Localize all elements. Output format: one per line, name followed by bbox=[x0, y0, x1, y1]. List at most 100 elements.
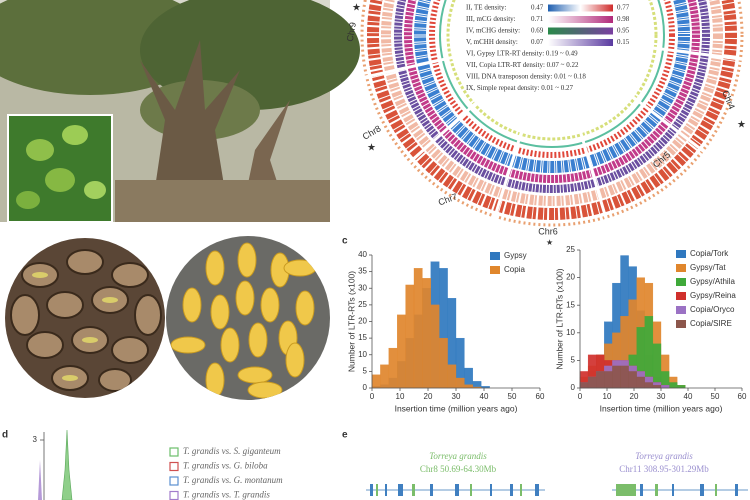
x-tick-label: 20 bbox=[630, 392, 639, 401]
y-tick-label: 35 bbox=[358, 267, 367, 276]
x-axis-label: Insertion time (million years ago) bbox=[600, 403, 723, 413]
legend-swatch bbox=[676, 306, 686, 314]
circos-plot bbox=[351, 0, 749, 233]
histogram-bar bbox=[644, 382, 654, 389]
x-tick-label: 0 bbox=[370, 392, 375, 401]
legend-swatch bbox=[676, 264, 686, 272]
legend-swatch bbox=[676, 250, 686, 258]
legend-label: T. grandis vs. G. montanum bbox=[183, 475, 283, 485]
legend-label: IV, mCHG density: bbox=[466, 27, 520, 35]
color-scale bbox=[548, 4, 613, 12]
histogram-bar bbox=[579, 382, 589, 389]
legend-swatch bbox=[676, 320, 686, 328]
legend-min: 0.07 bbox=[531, 38, 544, 46]
histogram-bar bbox=[422, 278, 431, 389]
color-scale bbox=[548, 16, 613, 23]
region-label: Chr8 50.69-64.30Mb bbox=[420, 464, 497, 474]
legend-line: VII, Copia LTR-RT density: 0.07 ~ 0.22 bbox=[466, 61, 579, 69]
x-axis-label: Insertion time (million years ago) bbox=[395, 403, 518, 413]
legend-swatch bbox=[490, 252, 500, 260]
y-axis-label: Number of LTR-RTs (x100) bbox=[554, 268, 564, 369]
y-tick-label: 5 bbox=[571, 356, 576, 365]
histogram-bar bbox=[636, 376, 645, 389]
x-tick-label: 60 bbox=[536, 392, 545, 401]
histogram-bar bbox=[455, 377, 465, 389]
histogram-bar bbox=[405, 284, 415, 389]
seeds-photo bbox=[166, 236, 330, 400]
chromosome-label: Chr6 bbox=[538, 226, 558, 236]
gene-tracks bbox=[366, 484, 748, 496]
x-tick-label: 10 bbox=[603, 392, 612, 401]
color-scale bbox=[548, 39, 613, 46]
legend-max: 0.98 bbox=[617, 15, 630, 23]
legend-swatch bbox=[169, 490, 179, 500]
color-scale bbox=[548, 27, 613, 35]
region-label: Chr11 308.95-301.29Mb bbox=[619, 464, 709, 474]
histogram-bar bbox=[430, 304, 440, 389]
x-tick-label: 40 bbox=[684, 392, 693, 401]
histogram-bar bbox=[447, 364, 457, 389]
histogram-bar bbox=[380, 364, 389, 389]
legend-swatch bbox=[169, 461, 179, 472]
legend-label: V, mCHH density: bbox=[466, 38, 518, 46]
y-tick-label: 20 bbox=[358, 317, 367, 326]
histogram-bar bbox=[439, 337, 448, 389]
histogram-bar bbox=[652, 385, 662, 389]
x-tick-label: 20 bbox=[424, 392, 433, 401]
x-tick-label: 50 bbox=[711, 392, 720, 401]
chromosome-label: Chr7 bbox=[437, 191, 459, 207]
legend-swatch bbox=[490, 266, 500, 274]
histogram-bar bbox=[604, 371, 613, 389]
y-tick-label: 25 bbox=[566, 245, 575, 254]
histogram-bar bbox=[660, 385, 670, 389]
legend-label: Copia bbox=[504, 265, 525, 274]
y-tick-label: 0 bbox=[571, 383, 576, 392]
legend-line: IX, Simple repeat density: 0.01 ~ 0.27 bbox=[466, 84, 574, 92]
y-tick-label: 25 bbox=[358, 300, 367, 309]
y-tick-label: 0 bbox=[363, 383, 368, 392]
panel-label: d bbox=[2, 430, 8, 441]
chromosome-label: Chr9 bbox=[345, 21, 358, 42]
y-tick-label: 15 bbox=[358, 333, 367, 342]
panel-label: e bbox=[342, 430, 348, 441]
x-tick-label: 40 bbox=[480, 392, 489, 401]
y-tick-label: 3 bbox=[33, 435, 38, 444]
y-tick-label: 15 bbox=[566, 300, 575, 309]
chromosome-label: Chr4 bbox=[720, 89, 737, 111]
x-tick-label: 30 bbox=[657, 392, 666, 401]
histogram-bar bbox=[620, 365, 629, 389]
legend-min: 0.71 bbox=[531, 15, 544, 23]
legend-min: 0.69 bbox=[531, 27, 544, 35]
legend-max: 0.15 bbox=[617, 38, 630, 46]
histogram-bar bbox=[677, 385, 686, 389]
species-label: Torreya grandis bbox=[635, 451, 693, 461]
panel-label: c bbox=[342, 236, 348, 247]
legend-label: III, mCG density: bbox=[466, 15, 516, 23]
chromosome-label: Chr8 bbox=[361, 123, 383, 141]
star: ★ bbox=[546, 238, 553, 247]
histogram-bar bbox=[612, 365, 621, 389]
y-axis-label: Number of LTR-RTs (x100) bbox=[346, 271, 356, 372]
legend-label: T. grandis vs. S. giganteum bbox=[183, 446, 281, 456]
legend-swatch bbox=[169, 447, 179, 457]
legend-label: II, TE density: bbox=[466, 4, 507, 12]
chromosome-markers: ★ ★ ★ ★ bbox=[352, 3, 746, 247]
histogram-bar bbox=[413, 268, 423, 389]
x-tick-label: 0 bbox=[578, 392, 583, 401]
legend-line: VI, Gypsy LTR-RT density: 0.19 ~ 0.49 bbox=[466, 50, 578, 58]
legend-swatch bbox=[169, 476, 179, 486]
legend-label: Gypsy/Reina bbox=[690, 291, 736, 300]
legend-label: T. grandis vs. G. biloba bbox=[183, 461, 268, 471]
star: ★ bbox=[352, 3, 361, 14]
histogram-bar bbox=[596, 371, 605, 389]
histogram-bar bbox=[628, 371, 637, 389]
histogram-bar bbox=[397, 314, 406, 389]
x-tick-label: 50 bbox=[508, 392, 517, 401]
legend-label: Copia/Oryco bbox=[690, 305, 735, 314]
histogram-bar bbox=[587, 376, 597, 389]
histogram-bar bbox=[464, 384, 473, 389]
nuts-photo bbox=[5, 238, 165, 398]
x-tick-label: 30 bbox=[452, 392, 461, 401]
legend-min: 0.47 bbox=[531, 4, 544, 12]
